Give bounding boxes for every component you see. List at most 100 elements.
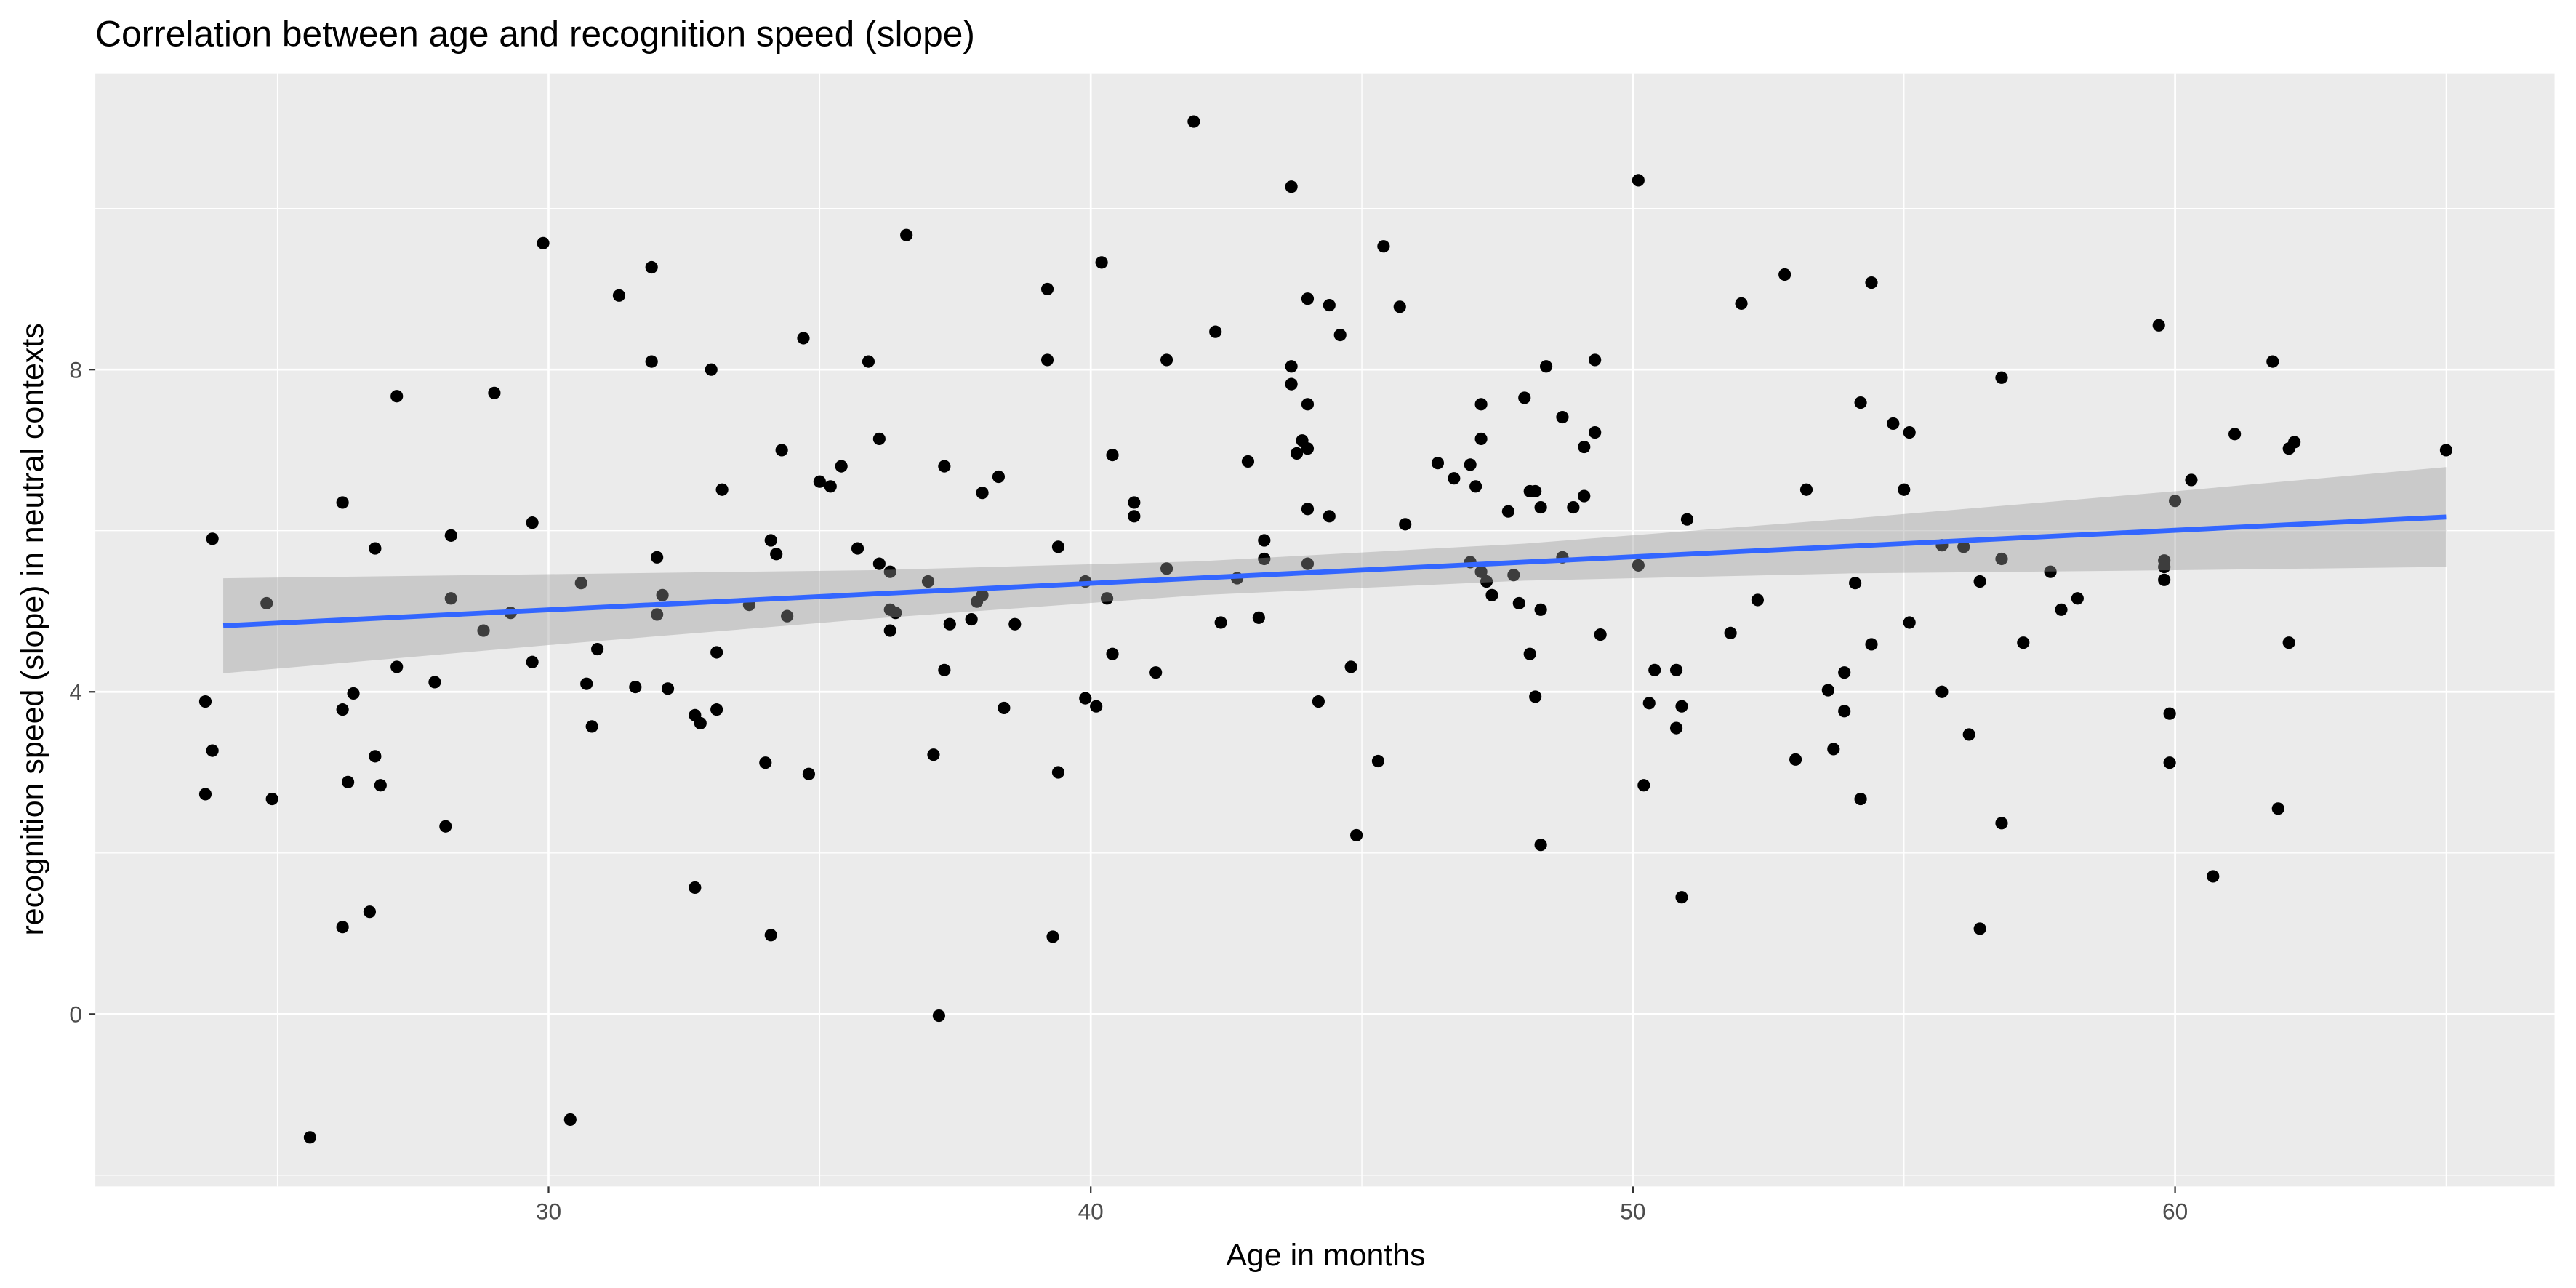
scatter-point — [1149, 666, 1163, 679]
scatter-point — [1241, 455, 1255, 468]
scatter-point — [862, 355, 875, 368]
scatter-point — [1046, 930, 1059, 943]
scatter-point — [1474, 398, 1488, 411]
scatter-point — [1827, 743, 1840, 756]
scatter-point — [1648, 663, 1661, 676]
scatter-point — [1106, 449, 1119, 462]
scatter-point — [759, 756, 772, 769]
scatter-point — [612, 289, 626, 302]
scatter-point — [537, 236, 550, 249]
scatter-point — [1523, 647, 1536, 660]
scatter-point — [1865, 638, 1878, 651]
scatter-point — [1301, 398, 1315, 411]
scatter-point — [802, 767, 816, 780]
scatter-point — [1285, 360, 1298, 373]
scatter-point — [976, 487, 989, 500]
scatter-point — [1512, 596, 1525, 609]
scatter-point — [938, 460, 951, 473]
scatter-point — [1501, 505, 1514, 518]
scatter-point — [651, 608, 664, 621]
scatter-point — [1187, 115, 1200, 128]
scatter-point — [2158, 573, 2171, 586]
scatter-point — [363, 905, 377, 919]
scatter-point — [851, 542, 864, 555]
scatter-point — [206, 532, 219, 545]
scatter-point — [651, 551, 664, 564]
scatter-point — [1735, 297, 1748, 310]
scatter-point — [1854, 396, 1867, 409]
scatter-point — [2271, 802, 2284, 815]
scatter-point — [1051, 540, 1065, 553]
scatter-point — [797, 332, 810, 345]
scatter-point — [1128, 496, 1141, 509]
x-tick-label: 50 — [1620, 1199, 1645, 1225]
scatter-point — [1079, 692, 1092, 705]
scatter-point — [1578, 440, 1591, 454]
scatter-point — [1849, 577, 1862, 590]
scatter-point — [303, 1131, 316, 1144]
scatter-point — [1594, 628, 1607, 641]
scatter-point — [2017, 636, 2030, 649]
scatter-point — [1393, 300, 1406, 313]
scatter-point — [2288, 436, 2301, 449]
scatter-point — [369, 542, 382, 555]
scatter-point — [1252, 611, 1265, 624]
scatter-point — [775, 444, 788, 457]
scatter-point — [927, 748, 940, 761]
scatter-point — [1377, 240, 1390, 253]
scatter-point — [900, 228, 913, 241]
scatter-point — [1534, 839, 1547, 852]
scatter-point — [1095, 256, 1108, 269]
scatter-point — [1973, 922, 1986, 935]
scatter-point — [2044, 565, 2057, 578]
scatter-point — [629, 681, 642, 694]
y-tick-label: 4 — [69, 679, 82, 705]
scatter-point — [872, 557, 886, 570]
scatter-point — [260, 596, 273, 609]
y-axis-label: recognition speed (slope) in neutral con… — [15, 323, 50, 935]
scatter-point — [1323, 298, 1336, 312]
scatter-point — [1474, 432, 1488, 446]
scatter-point — [694, 716, 707, 730]
scatter-point — [770, 548, 783, 561]
scatter-point — [1534, 501, 1547, 514]
scatter-point — [1534, 603, 1547, 616]
scatter-point — [1529, 484, 1542, 498]
scatter-point — [1935, 685, 1949, 698]
scatter-point — [1040, 282, 1054, 296]
x-axis-label: Age in months — [1226, 1238, 1425, 1273]
scatter-point — [883, 624, 896, 637]
scatter-point — [444, 592, 457, 605]
scatter-point — [1642, 697, 1656, 710]
scatter-point — [1469, 480, 1482, 493]
scatter-point — [1285, 180, 1298, 193]
scatter-point — [1100, 592, 1114, 605]
scatter-point — [1529, 690, 1542, 703]
scatter-point — [1680, 513, 1694, 526]
scatter-point — [1556, 410, 1569, 424]
scatter-point — [1669, 721, 1683, 735]
scatter-point — [1333, 328, 1347, 342]
scatter-point — [1962, 728, 1975, 741]
scatter-point — [656, 588, 669, 601]
scatter-point — [645, 260, 658, 274]
scatter-point — [2158, 554, 2171, 567]
scatter-point — [526, 655, 539, 668]
scatter-point — [1160, 353, 1173, 367]
scatter-point — [1675, 700, 1688, 713]
scatter-point — [1789, 753, 1802, 766]
scatter-point — [265, 792, 278, 806]
scatter-point — [943, 617, 956, 631]
scatter-point — [591, 642, 604, 656]
scatter-point — [1209, 325, 1222, 338]
x-tick-label: 40 — [1078, 1199, 1104, 1225]
scatter-point — [2163, 707, 2176, 720]
scatter-point — [764, 534, 777, 547]
scatter-point — [198, 695, 212, 708]
scatter-point — [705, 363, 718, 376]
scatter-point — [932, 1009, 945, 1023]
scatter-point — [1480, 575, 1493, 588]
scatter-point — [1323, 510, 1336, 523]
scatter-point — [1301, 442, 1315, 455]
